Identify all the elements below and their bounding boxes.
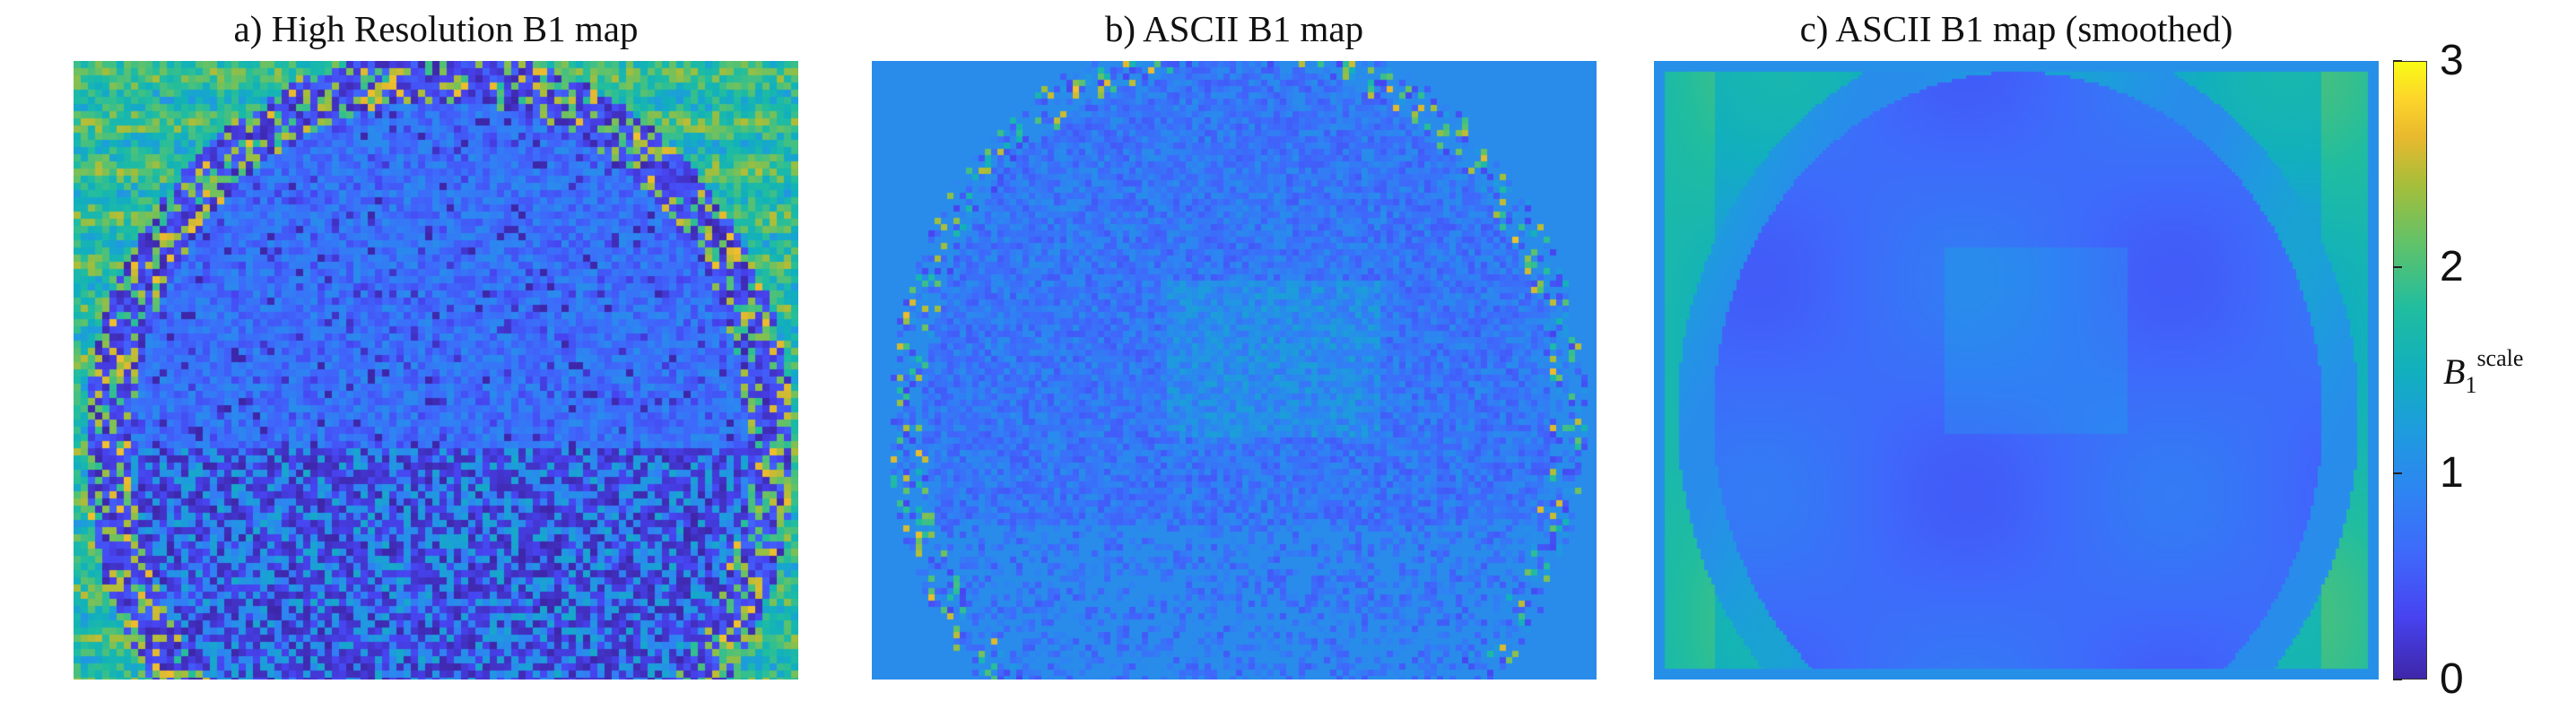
colorbar-tick-label: 0 [2440,655,2464,703]
high-resolution-b1-map [74,61,798,680]
ascii-b1-map [872,61,1597,680]
colorbar-label: B1scale [2443,345,2523,399]
high-resolution-b1-heatmap [74,61,798,680]
panel-a-title: a) High Resolution B1 map [233,8,639,49]
colorbar-label-main: B [2443,351,2466,392]
colorbar-tick-label: 2 [2440,243,2464,290]
ascii-b1-map-smoothed [1654,61,2379,680]
colorbar-label-superscript: scale [2476,345,2524,371]
ascii-b1-heatmap [872,61,1597,680]
colorbar [2393,61,2427,680]
colorbar-tick-mark [2393,679,2402,680]
colorbar-label-subscript: 1 [2465,372,2477,398]
ascii-b1-smoothed-heatmap [1654,61,2379,680]
colorbar-tick-mark [2393,60,2402,62]
panel-c-title: c) ASCII B1 map (smoothed) [1799,8,2233,49]
colorbar-tick-mark [2393,266,2402,268]
colorbar-tick-mark [2393,472,2402,474]
panel-b-title: b) ASCII B1 map [1104,8,1364,49]
colorbar-tick-label: 1 [2440,449,2464,497]
colorbar-tick-label: 3 [2440,37,2464,84]
